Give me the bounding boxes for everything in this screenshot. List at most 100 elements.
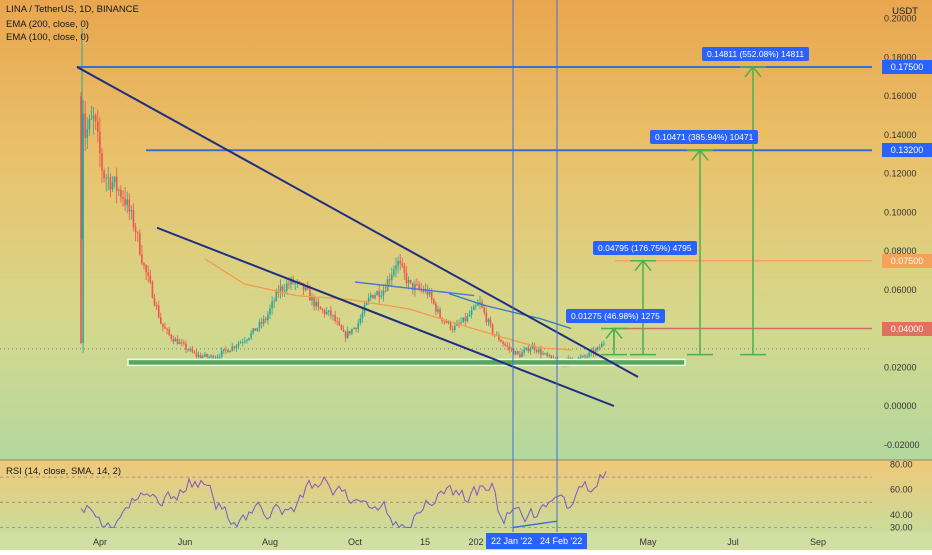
candle-body <box>325 311 328 315</box>
candle-body <box>365 301 368 306</box>
candle-body <box>290 278 292 285</box>
ema100-line <box>204 258 572 351</box>
legend-ema100: EMA (100, close, 0) <box>6 32 89 43</box>
candle-body <box>286 283 288 291</box>
candle-body <box>103 170 105 179</box>
time-tick-label: 15 <box>420 537 430 547</box>
candle-body <box>462 317 464 323</box>
candle-body <box>489 319 492 325</box>
date-marker-box[interactable]: 22 Jan '22 <box>486 533 538 549</box>
candle-body <box>210 355 212 357</box>
candle-body <box>426 288 429 295</box>
candle-body <box>506 345 509 347</box>
measure-label[interactable]: 0.10471 (385.94%) 10471 <box>650 130 759 145</box>
candle-body <box>185 343 187 350</box>
candle-body <box>523 349 525 353</box>
candle-body <box>540 349 542 355</box>
price-tick-label: 0.12000 <box>884 169 917 179</box>
candle-body <box>269 308 271 315</box>
measure-label[interactable]: 0.14811 (552.08%) 14811 <box>702 46 810 61</box>
candle-body <box>330 310 332 316</box>
measure-label[interactable]: 0.01275 (46.98%) 1275 <box>566 308 665 323</box>
candle-body <box>420 288 422 290</box>
measure-label[interactable]: 0.04795 (176.75%) 4795 <box>593 240 697 255</box>
candle-body <box>92 115 95 119</box>
support-zone <box>127 358 686 367</box>
candle-body <box>378 291 380 297</box>
candle-body <box>382 290 385 296</box>
rsi-tick-label: 80.00 <box>890 460 913 470</box>
candle-body <box>355 327 357 330</box>
candle-body <box>323 310 326 315</box>
candle-body <box>122 197 124 199</box>
candle-body <box>338 321 341 326</box>
time-tick-label: Aug <box>262 537 278 547</box>
candle-body <box>418 284 420 289</box>
candle-body <box>464 317 467 322</box>
candle-body <box>447 321 450 323</box>
descending-trendline-lower <box>156 226 615 407</box>
candle-body <box>601 343 603 348</box>
price-box-0-17500[interactable]: 0.17500 <box>882 59 932 74</box>
trendline-short <box>354 281 475 297</box>
candle-body <box>248 337 250 340</box>
candle-body <box>376 291 378 296</box>
candle-body <box>168 329 170 335</box>
candle-body <box>212 355 215 361</box>
candle-body <box>113 176 116 183</box>
candle-body <box>281 286 284 291</box>
candle-body <box>428 291 431 295</box>
rsi-line <box>80 471 607 529</box>
candle-body <box>166 328 168 330</box>
legend-rsi: RSI (14, close, SMA, 14, 2) <box>6 466 122 477</box>
candle-body <box>542 353 544 355</box>
candle-body <box>82 113 84 344</box>
candle-body <box>172 338 175 342</box>
candle-body <box>546 353 548 356</box>
candle-body <box>357 323 359 330</box>
candle-body <box>244 340 246 342</box>
candle-body <box>342 329 345 332</box>
candle-body <box>191 348 194 353</box>
candle-body <box>353 327 355 330</box>
candle-body <box>279 286 282 293</box>
candle-body <box>271 301 273 309</box>
candle-body <box>485 312 488 322</box>
candle-body <box>449 321 452 329</box>
descending-trendline-upper <box>76 66 639 378</box>
time-tick-label: Oct <box>348 537 363 547</box>
candle-body <box>235 345 238 348</box>
price-tick-label: 0.02000 <box>884 362 917 372</box>
candle-body <box>223 349 225 351</box>
price-tick-label: 0.06000 <box>884 285 917 295</box>
candle-body <box>479 302 481 304</box>
price-tick-label: 0.08000 <box>884 246 917 256</box>
candle-body <box>477 303 479 306</box>
candle-body <box>260 322 263 324</box>
candle-body <box>178 342 181 345</box>
price-box-0-07500[interactable]: 0.07500 <box>882 253 932 268</box>
candle-body <box>202 356 204 358</box>
candle-body <box>250 332 252 338</box>
price-box-0-04000[interactable]: 0.04000 <box>882 321 932 336</box>
candle-body <box>519 353 521 357</box>
main-pane-background <box>0 0 932 460</box>
candle-body <box>521 352 523 357</box>
candle-body <box>527 347 530 352</box>
candle-body <box>151 282 154 298</box>
date-marker-box[interactable]: 24 Feb '22 <box>535 533 588 549</box>
candle-body <box>367 297 370 302</box>
candle-body <box>153 297 156 306</box>
candle-body <box>502 342 504 344</box>
candle-body <box>134 227 137 233</box>
candle-body <box>195 352 198 357</box>
candle-body <box>548 355 551 357</box>
candle-body <box>233 346 236 348</box>
candle-body <box>220 350 223 357</box>
candle-body <box>231 346 233 351</box>
candle-body <box>359 318 362 324</box>
candle-body <box>412 282 414 291</box>
price-box-0-13200[interactable]: 0.13200 <box>882 143 932 158</box>
